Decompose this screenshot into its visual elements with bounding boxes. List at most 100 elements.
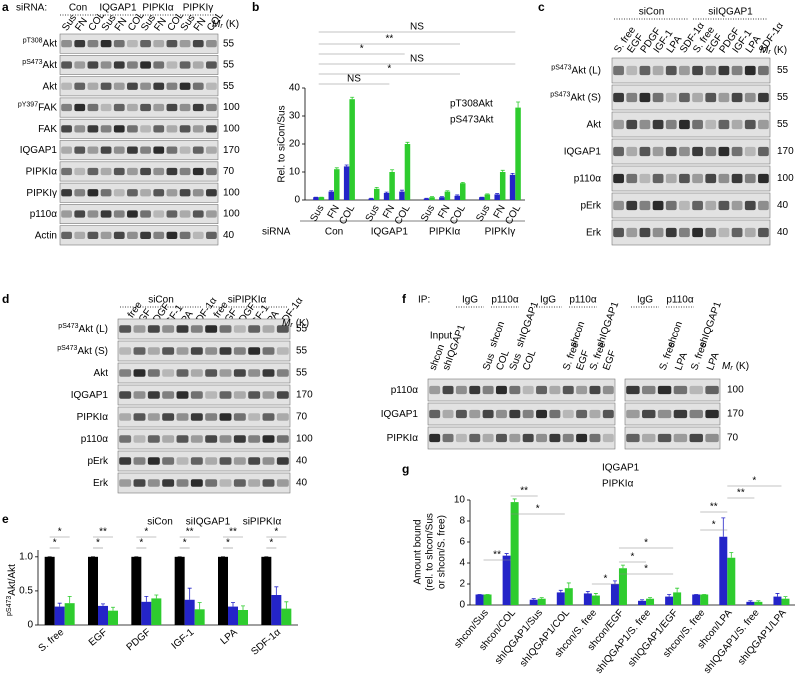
blot-band: [262, 479, 275, 487]
group-label: IQGAP1: [371, 227, 409, 238]
group-label: PIPKIγ: [183, 3, 214, 14]
label-text: Akt: [94, 368, 109, 379]
blot-band: [61, 103, 72, 112]
blot-band: [731, 65, 743, 76]
label-text: IQGAP1: [381, 409, 419, 420]
x-tick-label: IGF-1: [170, 627, 197, 652]
error-bar: [531, 598, 536, 600]
bar: [510, 502, 519, 605]
blot-band: [74, 103, 86, 112]
error-bar: [675, 587, 680, 593]
blot-band: [718, 119, 730, 130]
sublabel: shcon: [488, 320, 507, 349]
blot-band: [192, 61, 204, 69]
blot-band: [140, 231, 151, 239]
label-text: Akt (S): [77, 346, 108, 357]
blot-band: [87, 61, 99, 69]
error-bar: [430, 196, 435, 198]
bar: [502, 555, 511, 605]
bar: [515, 107, 521, 200]
label-text: FAK: [38, 102, 57, 113]
blot-strip: [611, 192, 771, 219]
blot-band: [113, 82, 125, 90]
blot-band: [626, 200, 638, 211]
row-label: IQGAP1: [564, 146, 602, 157]
unit-k: (K): [226, 19, 239, 30]
blot-band: [179, 210, 191, 218]
blot-band: [176, 457, 189, 465]
row-label: PIPKIγ: [26, 187, 57, 198]
blot-band: [219, 435, 232, 443]
legend-label: siCon: [147, 517, 173, 528]
blot-band: [429, 409, 441, 419]
unit-m: M: [212, 19, 221, 30]
blot-band: [626, 146, 638, 157]
error-bar: [648, 597, 653, 599]
blot-band: [176, 347, 189, 355]
blot-band: [205, 479, 218, 487]
bar: [499, 172, 506, 200]
blot-band: [179, 40, 191, 48]
blot-band: [248, 457, 261, 465]
blot-band: [113, 125, 125, 133]
superscript: pS473: [551, 64, 571, 71]
blot-band: [147, 347, 160, 355]
x-tick-label: COL: [503, 203, 523, 227]
row-label: IQGAP1: [20, 145, 58, 156]
blot-band: [61, 125, 72, 133]
lane-label: LPA: [673, 351, 690, 372]
bar: [328, 191, 335, 200]
mw-label: 100: [727, 385, 744, 396]
blot-band: [495, 409, 507, 419]
blot-band: [153, 103, 165, 112]
blot-band: [705, 200, 717, 211]
label-text: pErk: [87, 456, 109, 467]
legend-label: IQGAP1: [602, 463, 640, 474]
blot-band: [639, 200, 651, 211]
superscript: pS473: [550, 91, 570, 98]
row-label: p110α: [574, 173, 602, 184]
blot-band: [166, 189, 178, 197]
row-label: pY397FAK: [18, 101, 57, 113]
blot-band: [639, 146, 651, 157]
prefix-label: IP:: [418, 295, 430, 306]
blot-strip: [611, 219, 771, 246]
blot-band: [100, 146, 112, 154]
blot-band: [626, 92, 638, 103]
error-bar: [390, 169, 395, 172]
blot-band: [705, 433, 719, 443]
group-label: siCon: [639, 7, 665, 18]
error-bar: [558, 589, 563, 593]
blot-band: [705, 119, 717, 130]
blot-strip: [611, 165, 771, 192]
blot-band: [119, 435, 132, 443]
bar: [483, 594, 492, 605]
blot-band: [206, 189, 217, 197]
x-tick-label: COL: [393, 203, 413, 227]
blot-band: [205, 457, 218, 465]
blot-band: [192, 103, 204, 112]
significance-label: **: [229, 527, 237, 538]
blot-band: [562, 409, 574, 419]
blot-band: [589, 385, 601, 395]
blot-band: [665, 119, 677, 130]
bar: [334, 169, 340, 200]
label-text: Akt: [43, 60, 58, 71]
blot-band: [176, 413, 189, 421]
significance-label: *: [96, 538, 100, 549]
blot-band: [176, 435, 189, 443]
blot-band: [626, 173, 638, 184]
sublabel: shIQGAP1: [514, 300, 541, 349]
mw-label: 70: [223, 166, 235, 177]
blot-band: [522, 433, 534, 443]
bar: [638, 600, 647, 605]
ip-label: IgG: [540, 295, 556, 306]
blot-band: [113, 189, 125, 197]
y-tick-label: 20: [289, 139, 301, 150]
error-bar: [495, 193, 500, 195]
blot-band: [127, 189, 138, 197]
label-text: p110α: [81, 434, 109, 445]
blot-band: [179, 146, 191, 154]
blot-band: [140, 61, 151, 69]
blot-band: [192, 40, 204, 48]
